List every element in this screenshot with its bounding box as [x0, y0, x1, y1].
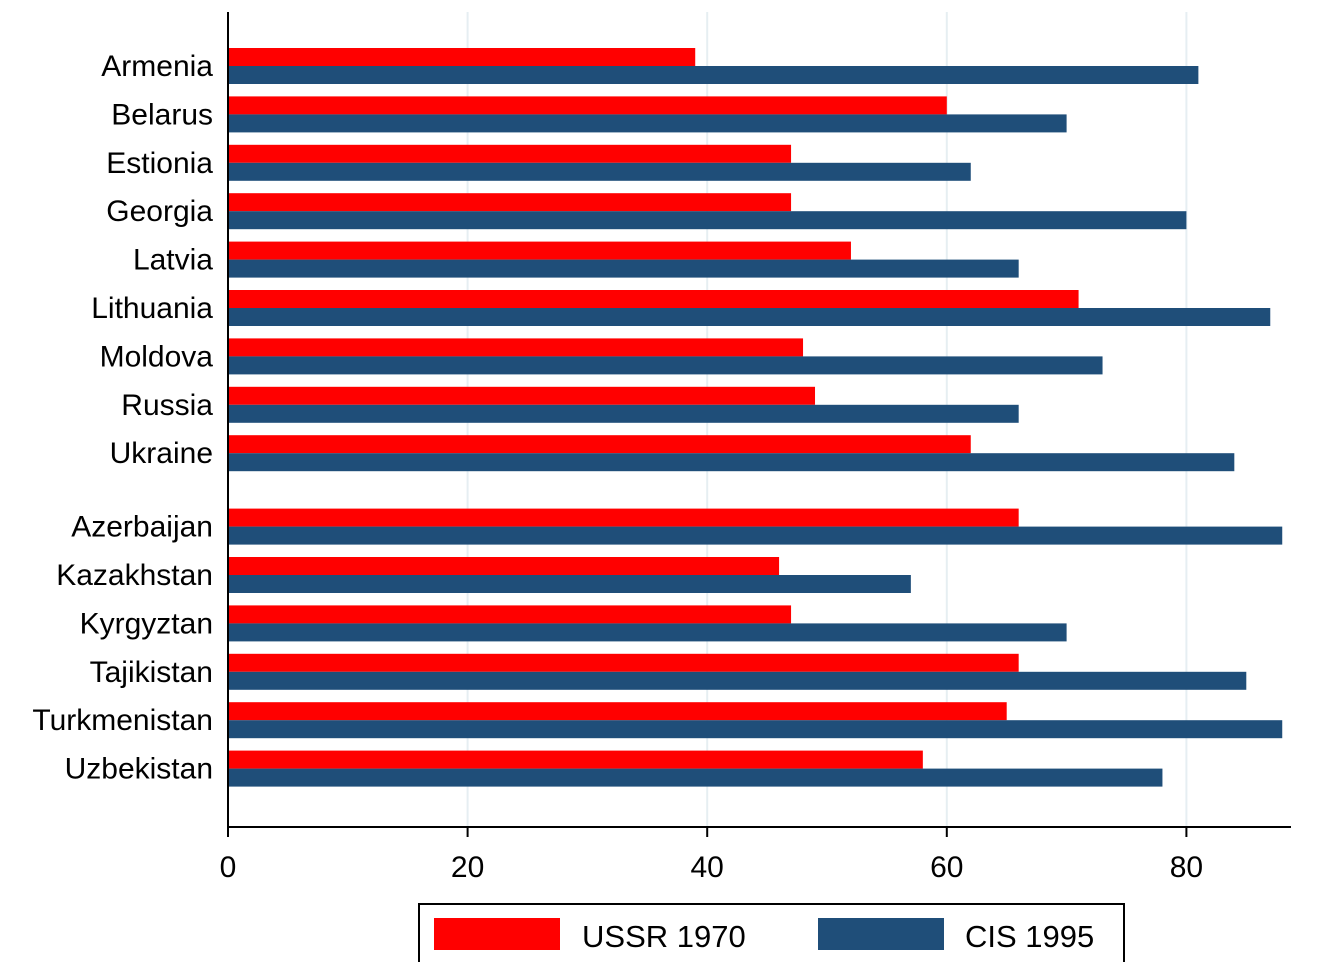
legend: USSR 1970 CIS 1995	[418, 903, 1125, 962]
bar-latvia-cis-1995	[228, 259, 1019, 278]
bar-tajikistan-ussr-1970	[228, 653, 1019, 672]
category-label-latvia: Latvia	[133, 244, 213, 277]
category-label-russia: Russia	[121, 389, 213, 422]
bar-lithuania-cis-1995	[228, 308, 1271, 326]
category-label-uzbekistan: Uzbekistan	[65, 753, 213, 786]
bar-moldova-cis-1995	[228, 356, 1103, 375]
bar-azerbaijan-cis-1995	[228, 526, 1283, 545]
tick-label-60: 60	[930, 851, 963, 884]
category-label-lithuania: Lithuania	[91, 292, 213, 325]
bar-belarus-ussr-1970	[228, 96, 947, 115]
bar-turkmenistan-ussr-1970	[228, 702, 1007, 721]
category-label-estionia: Estionia	[106, 147, 213, 180]
bar-lithuania-ussr-1970	[228, 290, 1079, 308]
bar-turkmenistan-cis-1995	[228, 720, 1283, 739]
bar-ukraine-ussr-1970	[228, 435, 971, 454]
tick-label-80: 80	[1170, 851, 1203, 884]
legend-swatch-ussr-1970	[434, 918, 560, 950]
bar-estionia-cis-1995	[228, 162, 971, 181]
bars	[228, 48, 1283, 787]
bar-georgia-cis-1995	[228, 211, 1187, 230]
tick-label-0: 0	[220, 851, 237, 884]
bar-belarus-cis-1995	[228, 114, 1067, 133]
tick-label-20: 20	[451, 851, 484, 884]
bar-moldova-ussr-1970	[228, 338, 804, 357]
bar-russia-ussr-1970	[228, 386, 816, 405]
bar-azerbaijan-ussr-1970	[228, 508, 1019, 527]
category-label-moldova: Moldova	[100, 340, 214, 373]
bar-estionia-ussr-1970	[228, 144, 792, 163]
category-label-kazakhstan: Kazakhstan	[56, 559, 213, 592]
category-label-tajikistan: Tajikistan	[90, 656, 213, 689]
bar-kyrgyztan-ussr-1970	[228, 605, 792, 624]
bar-kazakhstan-ussr-1970	[228, 557, 780, 575]
category-label-armenia: Armenia	[101, 50, 213, 83]
bar-uzbekistan-cis-1995	[228, 768, 1163, 787]
bar-armenia-cis-1995	[228, 66, 1199, 84]
legend-label-ussr-1970: USSR 1970	[582, 919, 746, 954]
category-label-ukraine: Ukraine	[110, 437, 213, 470]
bar-tajikistan-cis-1995	[228, 671, 1247, 690]
category-label-georgia: Georgia	[106, 195, 213, 228]
legend-swatch-cis-1995	[818, 918, 944, 950]
bar-kazakhstan-cis-1995	[228, 575, 911, 593]
bar-latvia-ussr-1970	[228, 241, 851, 260]
x-ticks: 0 20 40 60 80	[220, 827, 1203, 884]
bar-georgia-ussr-1970	[228, 193, 792, 212]
bar-ukraine-cis-1995	[228, 453, 1235, 472]
category-label-belarus: Belarus	[111, 98, 213, 131]
category-label-azerbaijan: Azerbaijan	[71, 511, 213, 544]
legend-label-cis-1995: CIS 1995	[965, 919, 1094, 954]
tick-label-40: 40	[691, 851, 724, 884]
axes	[227, 12, 1291, 828]
category-label-kyrgyztan: Kyrgyztan	[80, 607, 213, 640]
bar-uzbekistan-ussr-1970	[228, 750, 923, 769]
bar-armenia-ussr-1970	[228, 48, 696, 66]
bar-kyrgyztan-cis-1995	[228, 623, 1067, 642]
category-label-turkmenistan: Turkmenistan	[32, 704, 213, 737]
category-labels: Armenia Belarus Estionia Georgia Latvia Lithu…	[32, 50, 213, 786]
bar-russia-cis-1995	[228, 404, 1019, 423]
